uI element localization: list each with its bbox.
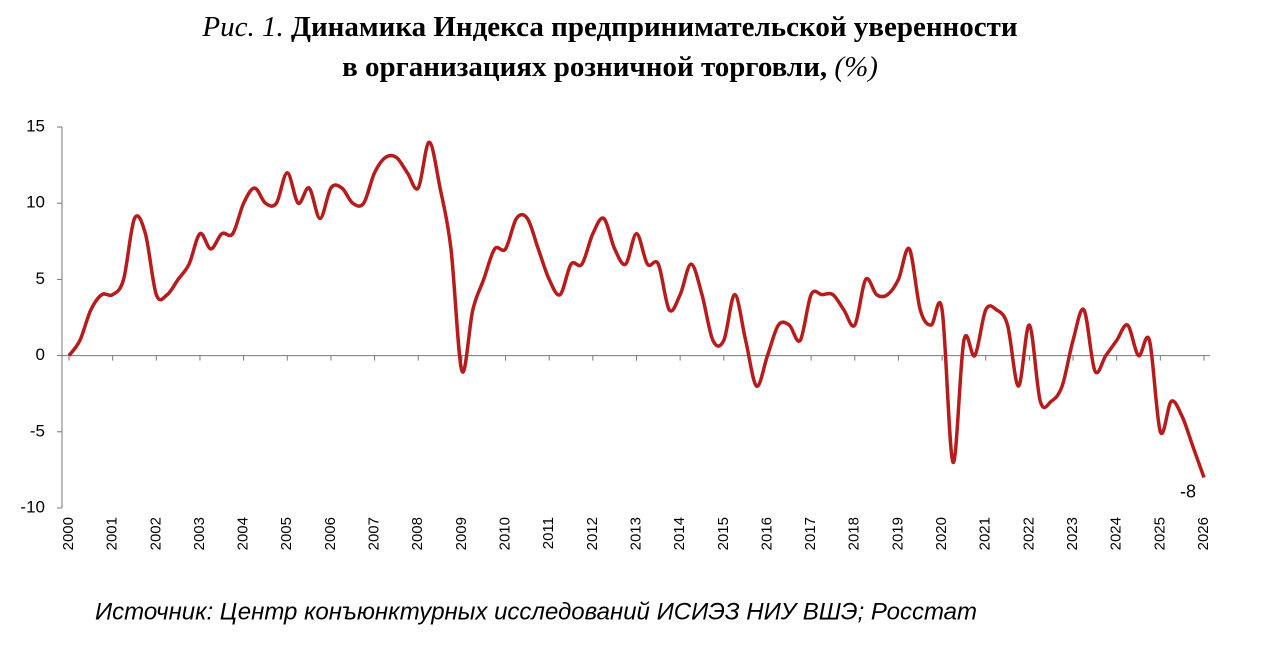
figure-label: Рис. 1.	[201, 11, 283, 43]
x-tick-label: 2008	[409, 517, 426, 550]
x-tick-label: 2001	[104, 517, 121, 550]
x-tick-label: 2013	[627, 517, 644, 550]
x-tick-label: 2016	[758, 517, 775, 550]
source-note: Источник: Центр конъюнктурных исследован…	[95, 598, 977, 625]
x-tick-label: 2005	[278, 517, 295, 550]
x-tick-label: 2007	[366, 517, 383, 550]
title-line: в организациях розничной торговли,	[342, 51, 827, 83]
x-tick-label: 2021	[977, 517, 994, 550]
y-tick-label: -10	[20, 497, 45, 516]
x-tick-label: 2023	[1064, 517, 1081, 550]
chart-subtitle: в организациях розничной торговли, (%)	[342, 51, 878, 83]
data-label: -8	[1180, 481, 1196, 501]
x-tick-label: 2006	[322, 517, 339, 550]
y-tick-label: -5	[30, 421, 45, 440]
y-tick-label: 5	[36, 269, 45, 288]
unit-label: (%)	[834, 51, 877, 83]
x-tick-label: 2018	[846, 517, 863, 550]
x-tick-label: 2010	[497, 517, 514, 550]
x-tick-label: 2015	[715, 517, 732, 550]
y-tick-label: 15	[26, 116, 45, 135]
x-tick-label: 2014	[671, 517, 688, 550]
x-tick-label: 2004	[235, 517, 252, 550]
x-tick-label: 2012	[584, 517, 601, 550]
x-tick-label: 2003	[191, 517, 208, 550]
x-tick-label: 2002	[147, 517, 164, 550]
x-tick-label: 2026	[1195, 517, 1212, 550]
x-tick-label: 2025	[1151, 517, 1168, 550]
x-tick-label: 2022	[1020, 517, 1037, 550]
x-tick-label: 2000	[60, 517, 77, 550]
series-line	[67, 140, 1206, 479]
x-tick-label: 2011	[540, 517, 557, 549]
x-tick-label: 2017	[802, 517, 819, 550]
chart-title: Рис. 1. Динамика Индекса предприниматель…	[201, 11, 1017, 43]
y-tick-label: 10	[26, 193, 45, 212]
x-tick-label: 2020	[933, 517, 950, 550]
x-tick-label: 2009	[453, 517, 470, 550]
title-line: Динамика Индекса предпринимательской уве…	[291, 11, 1018, 43]
x-tick-label: 2019	[889, 517, 906, 550]
x-tick-label: 2024	[1108, 517, 1125, 550]
y-tick-label: 0	[36, 345, 45, 364]
